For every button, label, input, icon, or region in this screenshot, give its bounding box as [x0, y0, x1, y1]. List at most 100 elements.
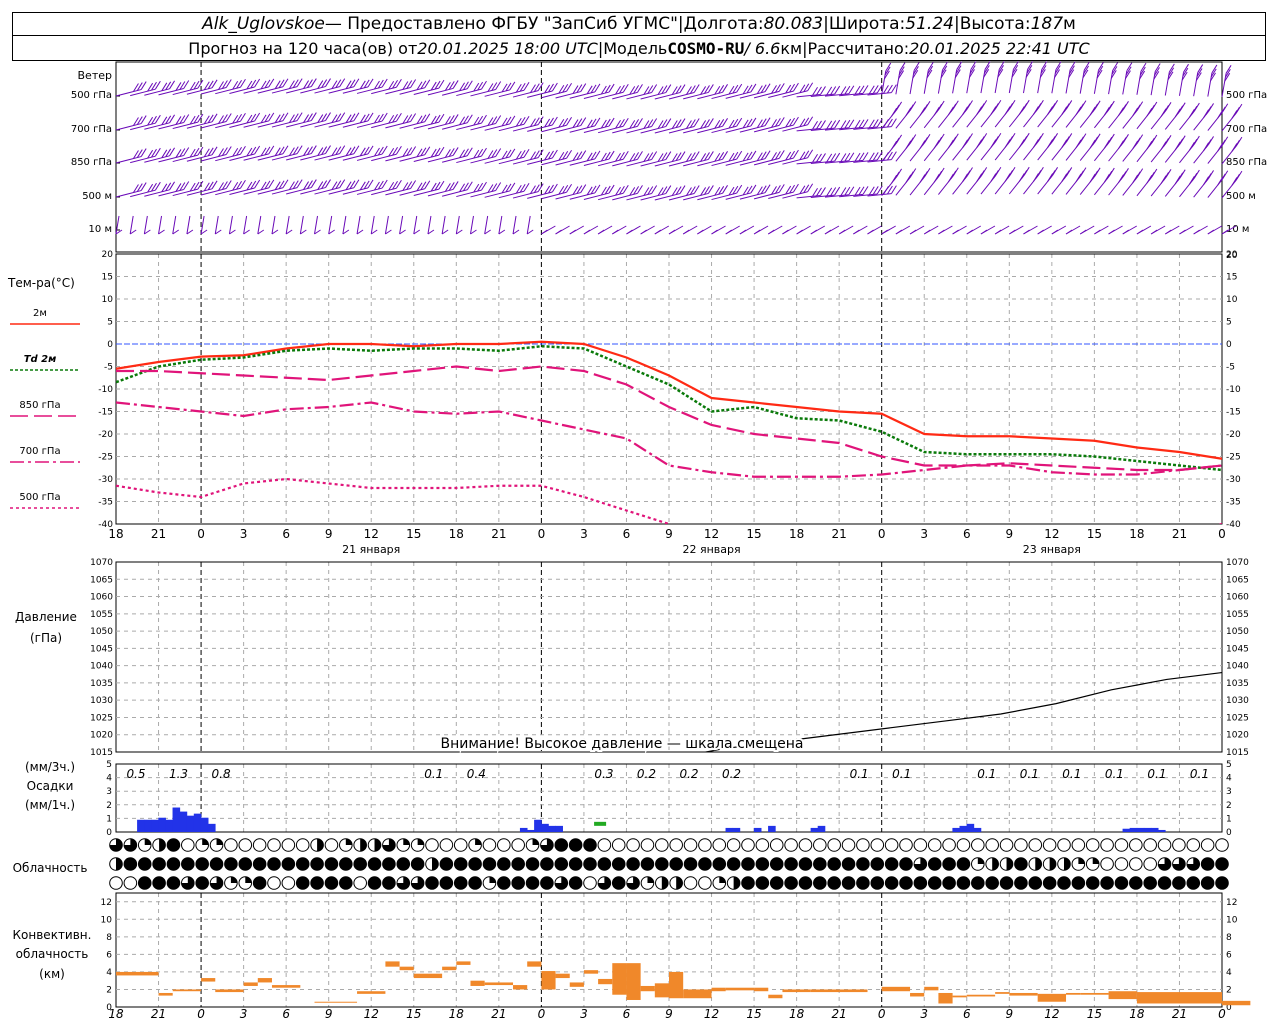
- wind-barb-flag: [335, 113, 342, 122]
- cloud-fill: [374, 838, 381, 852]
- pressure-line: [702, 671, 1222, 752]
- wind-barb-flag: [505, 183, 512, 193]
- cloud-fill: [1078, 857, 1085, 864]
- wind-barb-flag: [140, 115, 147, 124]
- wind-barb-flag: [214, 229, 222, 235]
- wind-barb: [399, 121, 425, 129]
- wind-barb-flag: [225, 180, 232, 189]
- wind-barb-flag: [1061, 106, 1068, 115]
- cloud-symbols: [109, 838, 1229, 890]
- wind-barb-flag: [576, 151, 583, 160]
- cloud-circle: [1114, 857, 1129, 871]
- wind-barb-flag: [608, 184, 615, 194]
- precip-bar: [519, 827, 528, 832]
- wind-barb-flag: [292, 113, 299, 122]
- wind-barb-flag: [707, 185, 714, 194]
- wind-barb: [484, 156, 510, 164]
- precip-tick-left: 5: [106, 760, 112, 770]
- wind-barb-flag: [826, 153, 833, 163]
- conv-bar: [725, 987, 755, 991]
- wind-barb-flag: [381, 145, 388, 155]
- wind-barb-flag: [438, 79, 445, 89]
- wind-barb-flag: [890, 185, 897, 194]
- wind-barb-flag: [402, 115, 409, 124]
- wind-barb-flag: [147, 149, 154, 159]
- wind-barb-flag: [868, 152, 875, 162]
- wind-barb: [498, 89, 525, 98]
- wind-barb-flag: [844, 85, 851, 95]
- cloud-fill: [583, 838, 597, 852]
- wind-barb-flag: [236, 113, 242, 123]
- wind-barb-flag: [840, 153, 847, 162]
- time-tick-label: 21: [151, 527, 166, 541]
- wind-barb-flag: [700, 86, 707, 95]
- wind-barb-flag: [604, 185, 611, 195]
- wind-barb-flag: [746, 118, 753, 128]
- wind-barb-flag: [629, 153, 636, 162]
- wind-barb-flag: [268, 112, 275, 122]
- wind-barb-flag: [388, 147, 395, 157]
- wind-barb-flag: [434, 80, 441, 90]
- wind-barb-flag: [498, 229, 506, 235]
- cloud-fill: [598, 857, 611, 871]
- wind-barb-flag: [812, 187, 818, 197]
- wind-barb-flag: [321, 79, 328, 88]
- wind-barb-flag: [760, 151, 767, 160]
- wind-barb-flag: [640, 229, 647, 235]
- wind-barb-flag: [774, 151, 781, 160]
- wind-barb-flag: [218, 81, 224, 90]
- precip-bar: [555, 825, 563, 832]
- cloud-circle: [109, 876, 123, 890]
- wind-barb-flag: [501, 117, 508, 127]
- wind-barb-flag: [172, 229, 179, 235]
- wind-barb: [697, 192, 723, 201]
- temp-tick-left: 20: [102, 250, 114, 260]
- wind-barb-flag: [470, 229, 477, 235]
- wind-barb-flag: [785, 84, 792, 94]
- wind-barb-flag: [647, 186, 654, 195]
- cloud-fill: [626, 857, 640, 871]
- time-tick-label-bottom: 18: [108, 1007, 124, 1021]
- precip-tick-right: 1: [1226, 814, 1232, 824]
- wind-barb-flag: [491, 149, 498, 158]
- wind-barb-flag: [594, 83, 601, 93]
- cloud-fill: [712, 857, 726, 871]
- wind-barb-flag: [704, 119, 710, 128]
- wind-barb-flag: [1023, 229, 1030, 235]
- wind-barb-flag: [395, 179, 402, 189]
- temp-tick-left: 10: [102, 295, 114, 305]
- cloud-circle: [439, 838, 454, 852]
- wind-barb-flag: [872, 152, 879, 161]
- wind-barb-flag: [854, 186, 861, 196]
- wind-barb-flag: [838, 229, 846, 235]
- wind-barb-flag: [374, 114, 380, 124]
- precip-bar: [137, 819, 145, 832]
- wind-barb-flag: [891, 107, 898, 117]
- wind-barb-flag: [359, 147, 366, 157]
- wind-barb-flag: [385, 229, 392, 235]
- wind-barb-flag: [1203, 176, 1210, 185]
- wind-barb: [597, 125, 624, 134]
- wind-barb-flag: [136, 183, 143, 192]
- precip-3h-label: 0.1: [850, 767, 869, 781]
- wind-barb: [810, 194, 835, 198]
- wind-barb-flag: [317, 80, 324, 89]
- wind-barb-flag: [505, 149, 512, 159]
- cloud-fill: [440, 857, 453, 871]
- wind-barb-flag: [420, 80, 427, 90]
- temp-tick-right: -20: [1226, 430, 1241, 440]
- wind-barb-flag: [193, 80, 200, 90]
- wind-barb-flag: [1231, 177, 1238, 186]
- wind-barb-flag: [339, 78, 346, 87]
- wind-barb-flag: [254, 78, 261, 88]
- cloud-fill: [914, 857, 927, 871]
- cloud-fill: [282, 857, 295, 871]
- wind-barb-flag: [562, 84, 569, 93]
- wind-barb-flag: [406, 80, 413, 89]
- wind-barb: [286, 86, 312, 94]
- wind-barb-flag: [637, 151, 643, 160]
- wind-barb-flag: [858, 186, 865, 195]
- wind-barb-flag: [872, 85, 879, 94]
- wind-barb-flag: [820, 153, 826, 162]
